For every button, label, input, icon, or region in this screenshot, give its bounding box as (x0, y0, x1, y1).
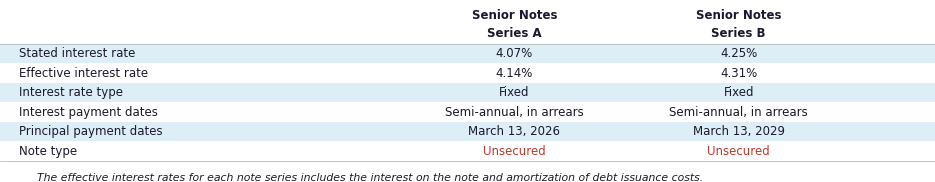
Text: Fixed: Fixed (724, 86, 754, 99)
Text: 4.25%: 4.25% (720, 47, 757, 60)
Text: Note type: Note type (19, 145, 77, 157)
Text: March 13, 2029: March 13, 2029 (693, 125, 784, 138)
Text: Senior Notes: Senior Notes (696, 9, 782, 22)
Text: Semi-annual, in arrears: Semi-annual, in arrears (669, 106, 808, 119)
Text: Series B: Series B (712, 27, 766, 40)
Text: Unsecured: Unsecured (482, 145, 546, 157)
Text: Fixed: Fixed (499, 86, 529, 99)
Bar (0, 122, 935, 141)
Text: Principal payment dates: Principal payment dates (19, 125, 163, 138)
Text: The effective interest rates for each note series includes the interest on the n: The effective interest rates for each no… (37, 173, 704, 182)
Text: March 13, 2026: March 13, 2026 (468, 125, 560, 138)
Text: 4.31%: 4.31% (720, 67, 757, 80)
Text: Unsecured: Unsecured (707, 145, 770, 157)
Bar (0, 5, 935, 44)
Text: Interest rate type: Interest rate type (19, 86, 122, 99)
Text: Effective interest rate: Effective interest rate (19, 67, 148, 80)
Text: 4.14%: 4.14% (496, 67, 533, 80)
Text: Semi-annual, in arrears: Semi-annual, in arrears (445, 106, 583, 119)
Text: Stated interest rate: Stated interest rate (19, 47, 135, 60)
Text: Series A: Series A (487, 27, 541, 40)
Bar (0, 83, 935, 102)
Text: Senior Notes: Senior Notes (471, 9, 557, 22)
Bar (0, 44, 935, 64)
Text: Interest payment dates: Interest payment dates (19, 106, 158, 119)
Text: 4.07%: 4.07% (496, 47, 533, 60)
